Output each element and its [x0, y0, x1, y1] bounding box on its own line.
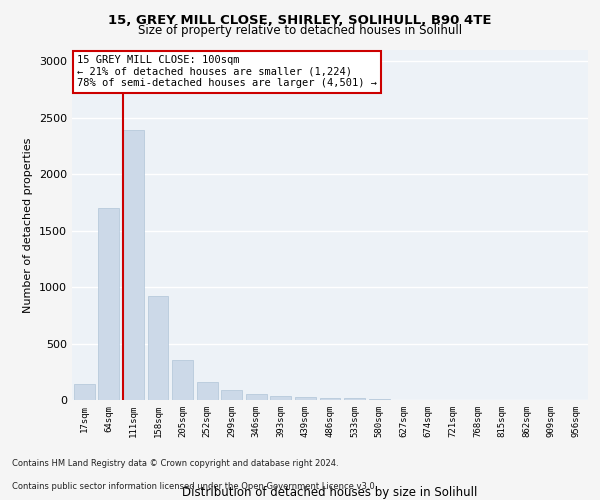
- Bar: [123, 130, 144, 400]
- Bar: [246, 394, 267, 400]
- Text: 15 GREY MILL CLOSE: 100sqm
← 21% of detached houses are smaller (1,224)
78% of s: 15 GREY MILL CLOSE: 100sqm ← 21% of deta…: [77, 56, 377, 88]
- Bar: [98, 208, 119, 400]
- Bar: [74, 384, 95, 400]
- Text: Contains HM Land Registry data © Crown copyright and database right 2024.: Contains HM Land Registry data © Crown c…: [12, 458, 338, 468]
- Text: Contains public sector information licensed under the Open Government Licence v3: Contains public sector information licen…: [12, 482, 377, 491]
- Bar: [172, 360, 193, 400]
- Bar: [368, 399, 389, 400]
- Bar: [344, 398, 365, 400]
- Bar: [295, 397, 316, 400]
- Bar: [221, 390, 242, 400]
- Y-axis label: Number of detached properties: Number of detached properties: [23, 138, 34, 312]
- X-axis label: Distribution of detached houses by size in Solihull: Distribution of detached houses by size …: [182, 486, 478, 498]
- Bar: [197, 382, 218, 400]
- Bar: [320, 398, 340, 400]
- Bar: [148, 296, 169, 400]
- Text: 15, GREY MILL CLOSE, SHIRLEY, SOLIHULL, B90 4TE: 15, GREY MILL CLOSE, SHIRLEY, SOLIHULL, …: [108, 14, 492, 27]
- Text: Size of property relative to detached houses in Solihull: Size of property relative to detached ho…: [138, 24, 462, 37]
- Bar: [271, 396, 292, 400]
